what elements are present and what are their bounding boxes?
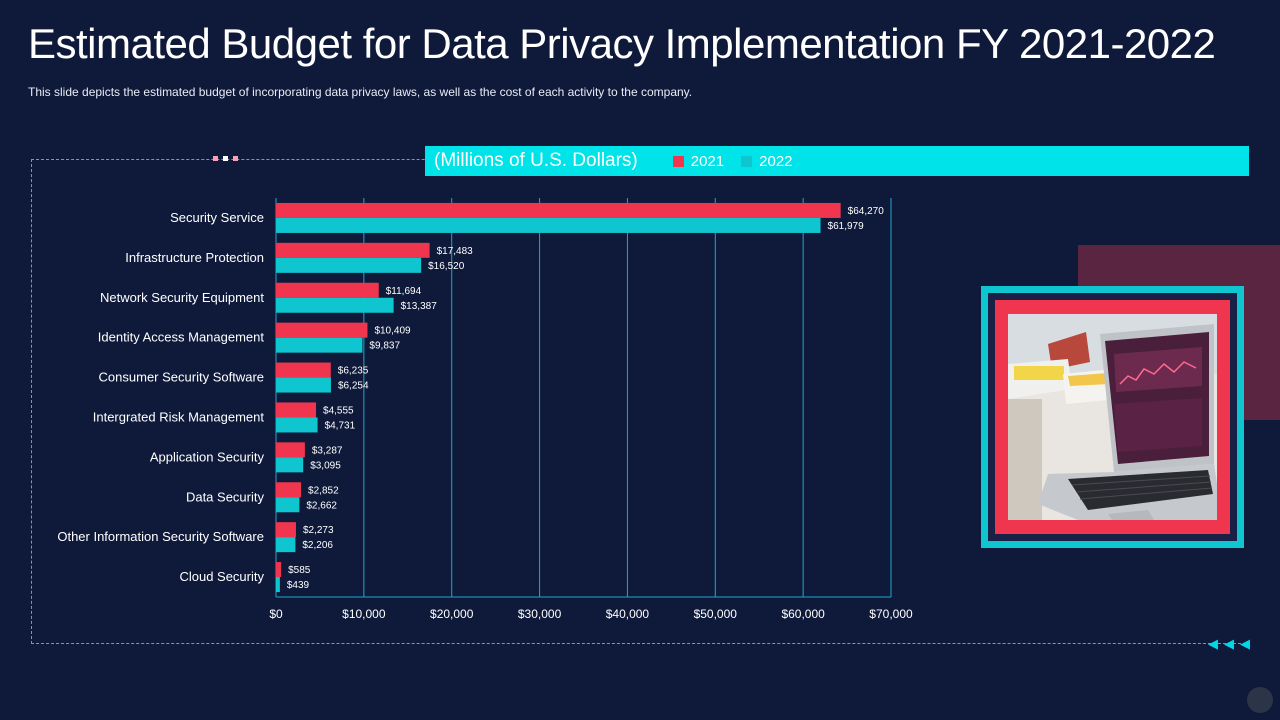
data-label-2021: $10,409 xyxy=(374,326,411,337)
bar-2022 xyxy=(276,417,318,433)
data-label-2022: $6,254 xyxy=(338,381,369,392)
bar-2022 xyxy=(276,297,394,313)
legend-bar: (Millions of U.S. Dollars) 2021 2022 xyxy=(425,146,1249,176)
bar-2022 xyxy=(276,377,331,393)
bar-2021 xyxy=(276,362,331,378)
legend-item-2021: 2021 xyxy=(672,152,725,170)
bar-2021 xyxy=(276,562,282,578)
bar-2021 xyxy=(276,322,368,338)
bar-2022 xyxy=(276,337,363,353)
data-label-2022: $439 xyxy=(287,580,310,591)
bar-2021 xyxy=(276,242,430,258)
corner-circle xyxy=(1247,687,1273,713)
x-tick-label: $40,000 xyxy=(606,607,650,621)
bar-2021 xyxy=(276,482,302,498)
unit-label: (Millions of U.S. Dollars) xyxy=(434,150,638,171)
x-tick-label: $50,000 xyxy=(694,607,738,621)
legend-swatch-2022 xyxy=(741,155,753,167)
legend-label-2022: 2022 xyxy=(759,152,793,170)
data-label-2022: $2,662 xyxy=(306,500,337,511)
category-label: Identity Access Management xyxy=(98,330,265,345)
bar-chart: $0 $10,000 $20,000 $30,000 $40,000 $50,000 $60… xyxy=(57,198,913,621)
nav-arrows: ◀ ◀ ◀ xyxy=(1208,636,1250,652)
x-tick-label: $0 xyxy=(269,607,283,621)
x-tick-label: $30,000 xyxy=(518,607,562,621)
data-label-2022: $3,095 xyxy=(310,460,341,471)
bar-2021 xyxy=(276,402,317,418)
category-label: Consumer Security Software xyxy=(99,370,264,385)
category-label: Data Security xyxy=(186,489,265,504)
bar-2022 xyxy=(276,457,304,473)
data-label-2021: $3,287 xyxy=(312,445,343,456)
data-label-2021: $4,555 xyxy=(323,405,354,416)
category-label: Cloud Security xyxy=(179,569,264,584)
slide-title: Estimated Budget for Data Privacy Implem… xyxy=(28,20,1216,67)
data-label-2021: $585 xyxy=(288,565,311,576)
data-label-2022: $61,979 xyxy=(828,221,865,232)
category-label: Security Service xyxy=(170,210,264,225)
arrow-left-icon: ◀ xyxy=(1224,636,1234,651)
x-tick-label: $60,000 xyxy=(781,607,825,621)
bar-2022 xyxy=(276,257,422,273)
bar-2021 xyxy=(276,202,841,218)
arrow-left-icon: ◀ xyxy=(1240,636,1250,651)
legend-item-2022: 2022 xyxy=(741,152,793,170)
legend-swatch-2021 xyxy=(672,155,684,167)
x-tick-label: $20,000 xyxy=(430,607,474,621)
data-label-2021: $17,483 xyxy=(437,246,474,257)
bar-2022 xyxy=(276,537,296,553)
data-label-2022: $2,206 xyxy=(302,540,333,551)
data-label-2021: $6,235 xyxy=(338,366,369,377)
data-label-2022: $9,837 xyxy=(369,341,400,352)
x-tick-label: $70,000 xyxy=(869,607,913,621)
category-label: Intergrated Risk Management xyxy=(93,409,265,424)
data-label-2022: $16,520 xyxy=(428,261,465,272)
data-label-2022: $13,387 xyxy=(401,301,438,312)
bar-2022 xyxy=(276,217,821,233)
bar-2021 xyxy=(276,522,296,538)
data-label-2021: $11,694 xyxy=(386,286,422,297)
data-label-2021: $64,270 xyxy=(848,206,885,217)
frame-dots xyxy=(213,156,238,161)
category-label: Application Security xyxy=(150,449,265,464)
category-label: Other Information Security Software xyxy=(57,529,264,544)
data-label-2021: $2,852 xyxy=(308,485,339,496)
category-label: Infrastructure Protection xyxy=(125,250,264,265)
laptop-photo xyxy=(1008,314,1217,520)
x-tick-label: $10,000 xyxy=(342,607,386,621)
slide-subtitle: This slide depicts the estimated budget … xyxy=(28,85,693,99)
data-label-2021: $2,273 xyxy=(303,525,334,536)
bar-2022 xyxy=(276,497,300,513)
category-label: Network Security Equipment xyxy=(100,290,264,305)
data-label-2022: $4,731 xyxy=(325,420,356,431)
photo-frame xyxy=(981,286,1244,548)
bar-2022 xyxy=(276,577,280,593)
legend-label-2021: 2021 xyxy=(690,152,725,170)
bar-2021 xyxy=(276,282,379,298)
bar-2021 xyxy=(276,442,305,458)
arrow-left-icon: ◀ xyxy=(1208,636,1218,651)
